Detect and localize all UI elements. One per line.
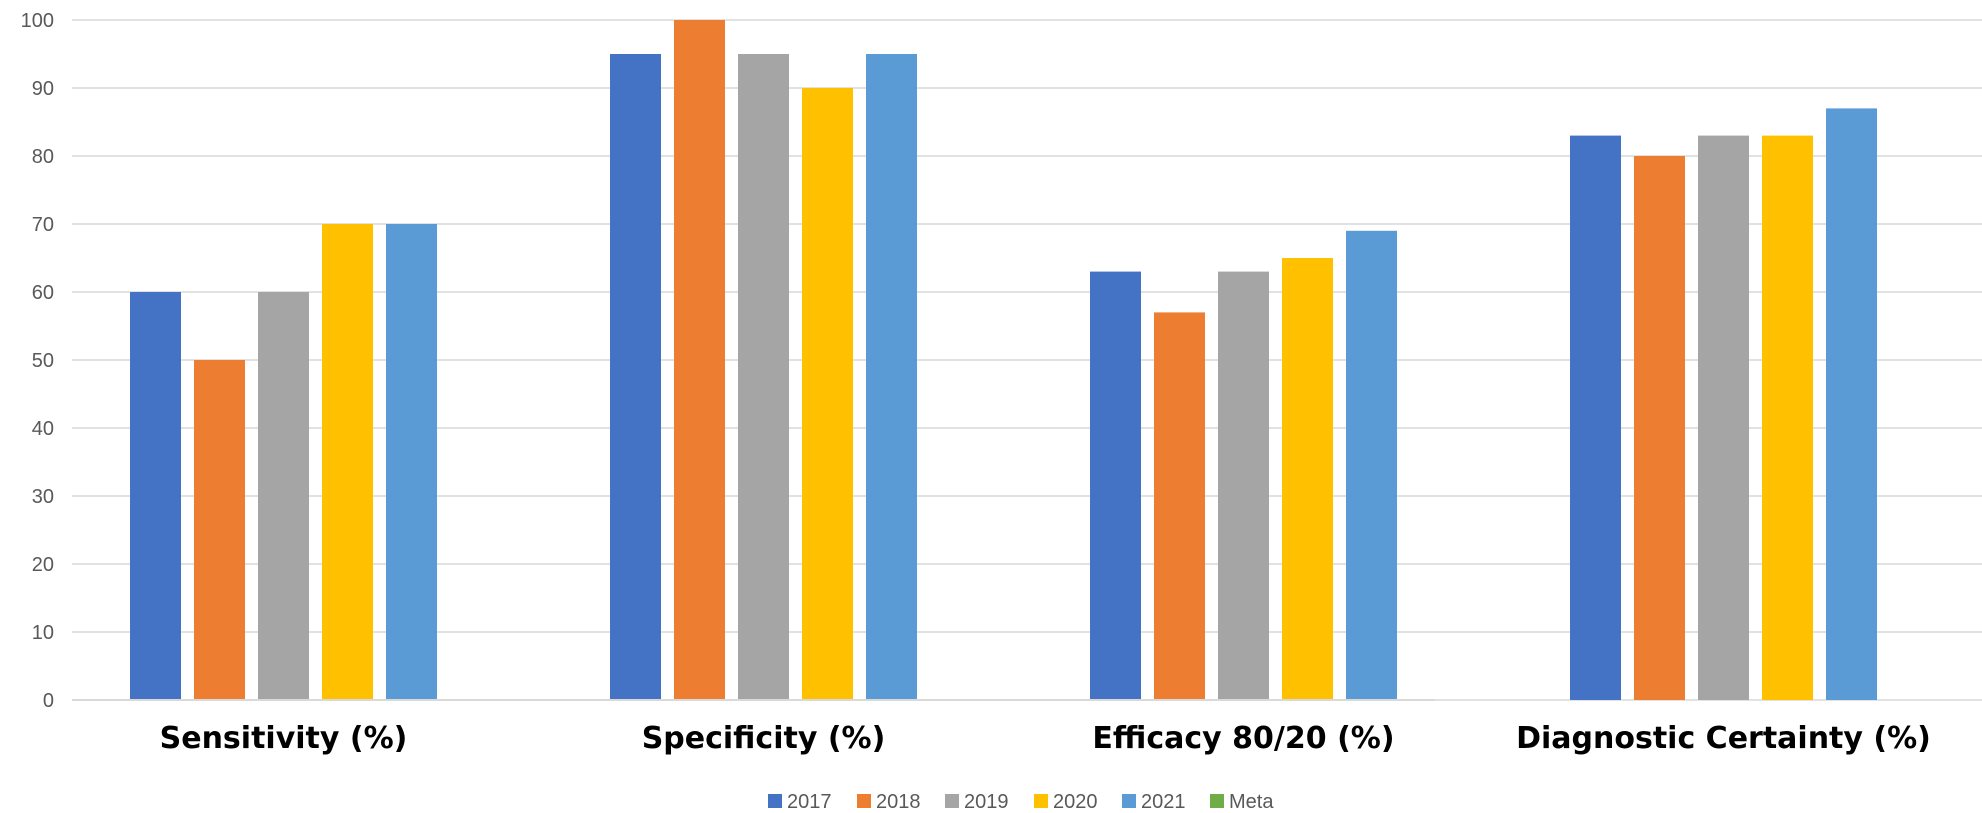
y-tick-label: 30 (32, 486, 54, 508)
legend-item-Meta: Meta (1210, 791, 1274, 813)
bars (130, 20, 1877, 701)
legend-label: Meta (1229, 791, 1274, 813)
legend: 2017 2018 2019 2020 2021 Meta (768, 791, 1274, 813)
y-axis-ticks: 0 10 20 30 40 50 60 70 80 90 100 (21, 10, 54, 712)
legend-item-2020: 2020 (1034, 791, 1098, 813)
category-label: Sensitivity (%) (160, 721, 408, 756)
legend-label: 2020 (1053, 791, 1098, 813)
bar-2017-3 (1570, 135, 1621, 701)
legend-swatch (768, 794, 782, 808)
bar-2018-1 (674, 20, 725, 700)
legend-swatch (1210, 794, 1224, 808)
y-tick-label: 40 (32, 418, 54, 440)
y-tick-label: 0 (43, 690, 54, 712)
y-tick-label: 20 (32, 554, 54, 576)
y-tick-label: 50 (32, 350, 54, 372)
category-label: Specificity (%) (642, 721, 886, 756)
bar-2019-2 (1218, 271, 1269, 700)
bar-2021-0 (386, 224, 437, 700)
bar-2017-0 (130, 292, 181, 700)
legend-item-2019: 2019 (945, 791, 1009, 813)
category-label: Diagnostic Certainty (%) (1516, 721, 1931, 756)
y-tick-label: 60 (32, 282, 54, 304)
legend-item-2021: 2021 (1122, 791, 1186, 813)
y-tick-label: 90 (32, 78, 54, 100)
bar-2020-1 (802, 88, 853, 700)
legend-label: 2019 (964, 791, 1009, 813)
category-labels: Sensitivity (%) Specificity (%) Efficacy 8… (160, 721, 1931, 756)
legend-swatch (857, 794, 871, 808)
bar-2017-1 (610, 54, 661, 700)
bar-2019-3 (1698, 135, 1749, 701)
bar-2020-0 (322, 224, 373, 700)
category-label: Efficacy 80/20 (%) (1092, 721, 1394, 756)
y-tick-label: 10 (32, 622, 54, 644)
y-tick-label: 100 (21, 10, 54, 32)
legend-label: 2017 (787, 791, 832, 813)
bar-2019-0 (258, 292, 309, 700)
y-tick-label: 70 (32, 214, 54, 236)
legend-swatch (1122, 794, 1136, 808)
y-tick-label: 80 (32, 146, 54, 168)
legend-label: 2018 (876, 791, 921, 813)
bar-2018-3 (1634, 156, 1685, 700)
legend-swatch (945, 794, 959, 808)
bar-2021-3 (1826, 108, 1877, 700)
legend-swatch (1034, 794, 1048, 808)
legend-item-2017: 2017 (768, 791, 832, 813)
legend-label: 2021 (1141, 791, 1186, 813)
bar-2018-0 (194, 360, 245, 700)
bar-2018-2 (1154, 312, 1205, 700)
bar-2019-1 (738, 54, 789, 700)
bar-2021-2 (1346, 230, 1397, 701)
legend-item-2018: 2018 (857, 791, 921, 813)
bar-2020-3 (1762, 135, 1813, 701)
bar-2021-1 (866, 54, 917, 700)
bar-2017-2 (1090, 271, 1141, 700)
bar-2020-2 (1282, 258, 1333, 700)
